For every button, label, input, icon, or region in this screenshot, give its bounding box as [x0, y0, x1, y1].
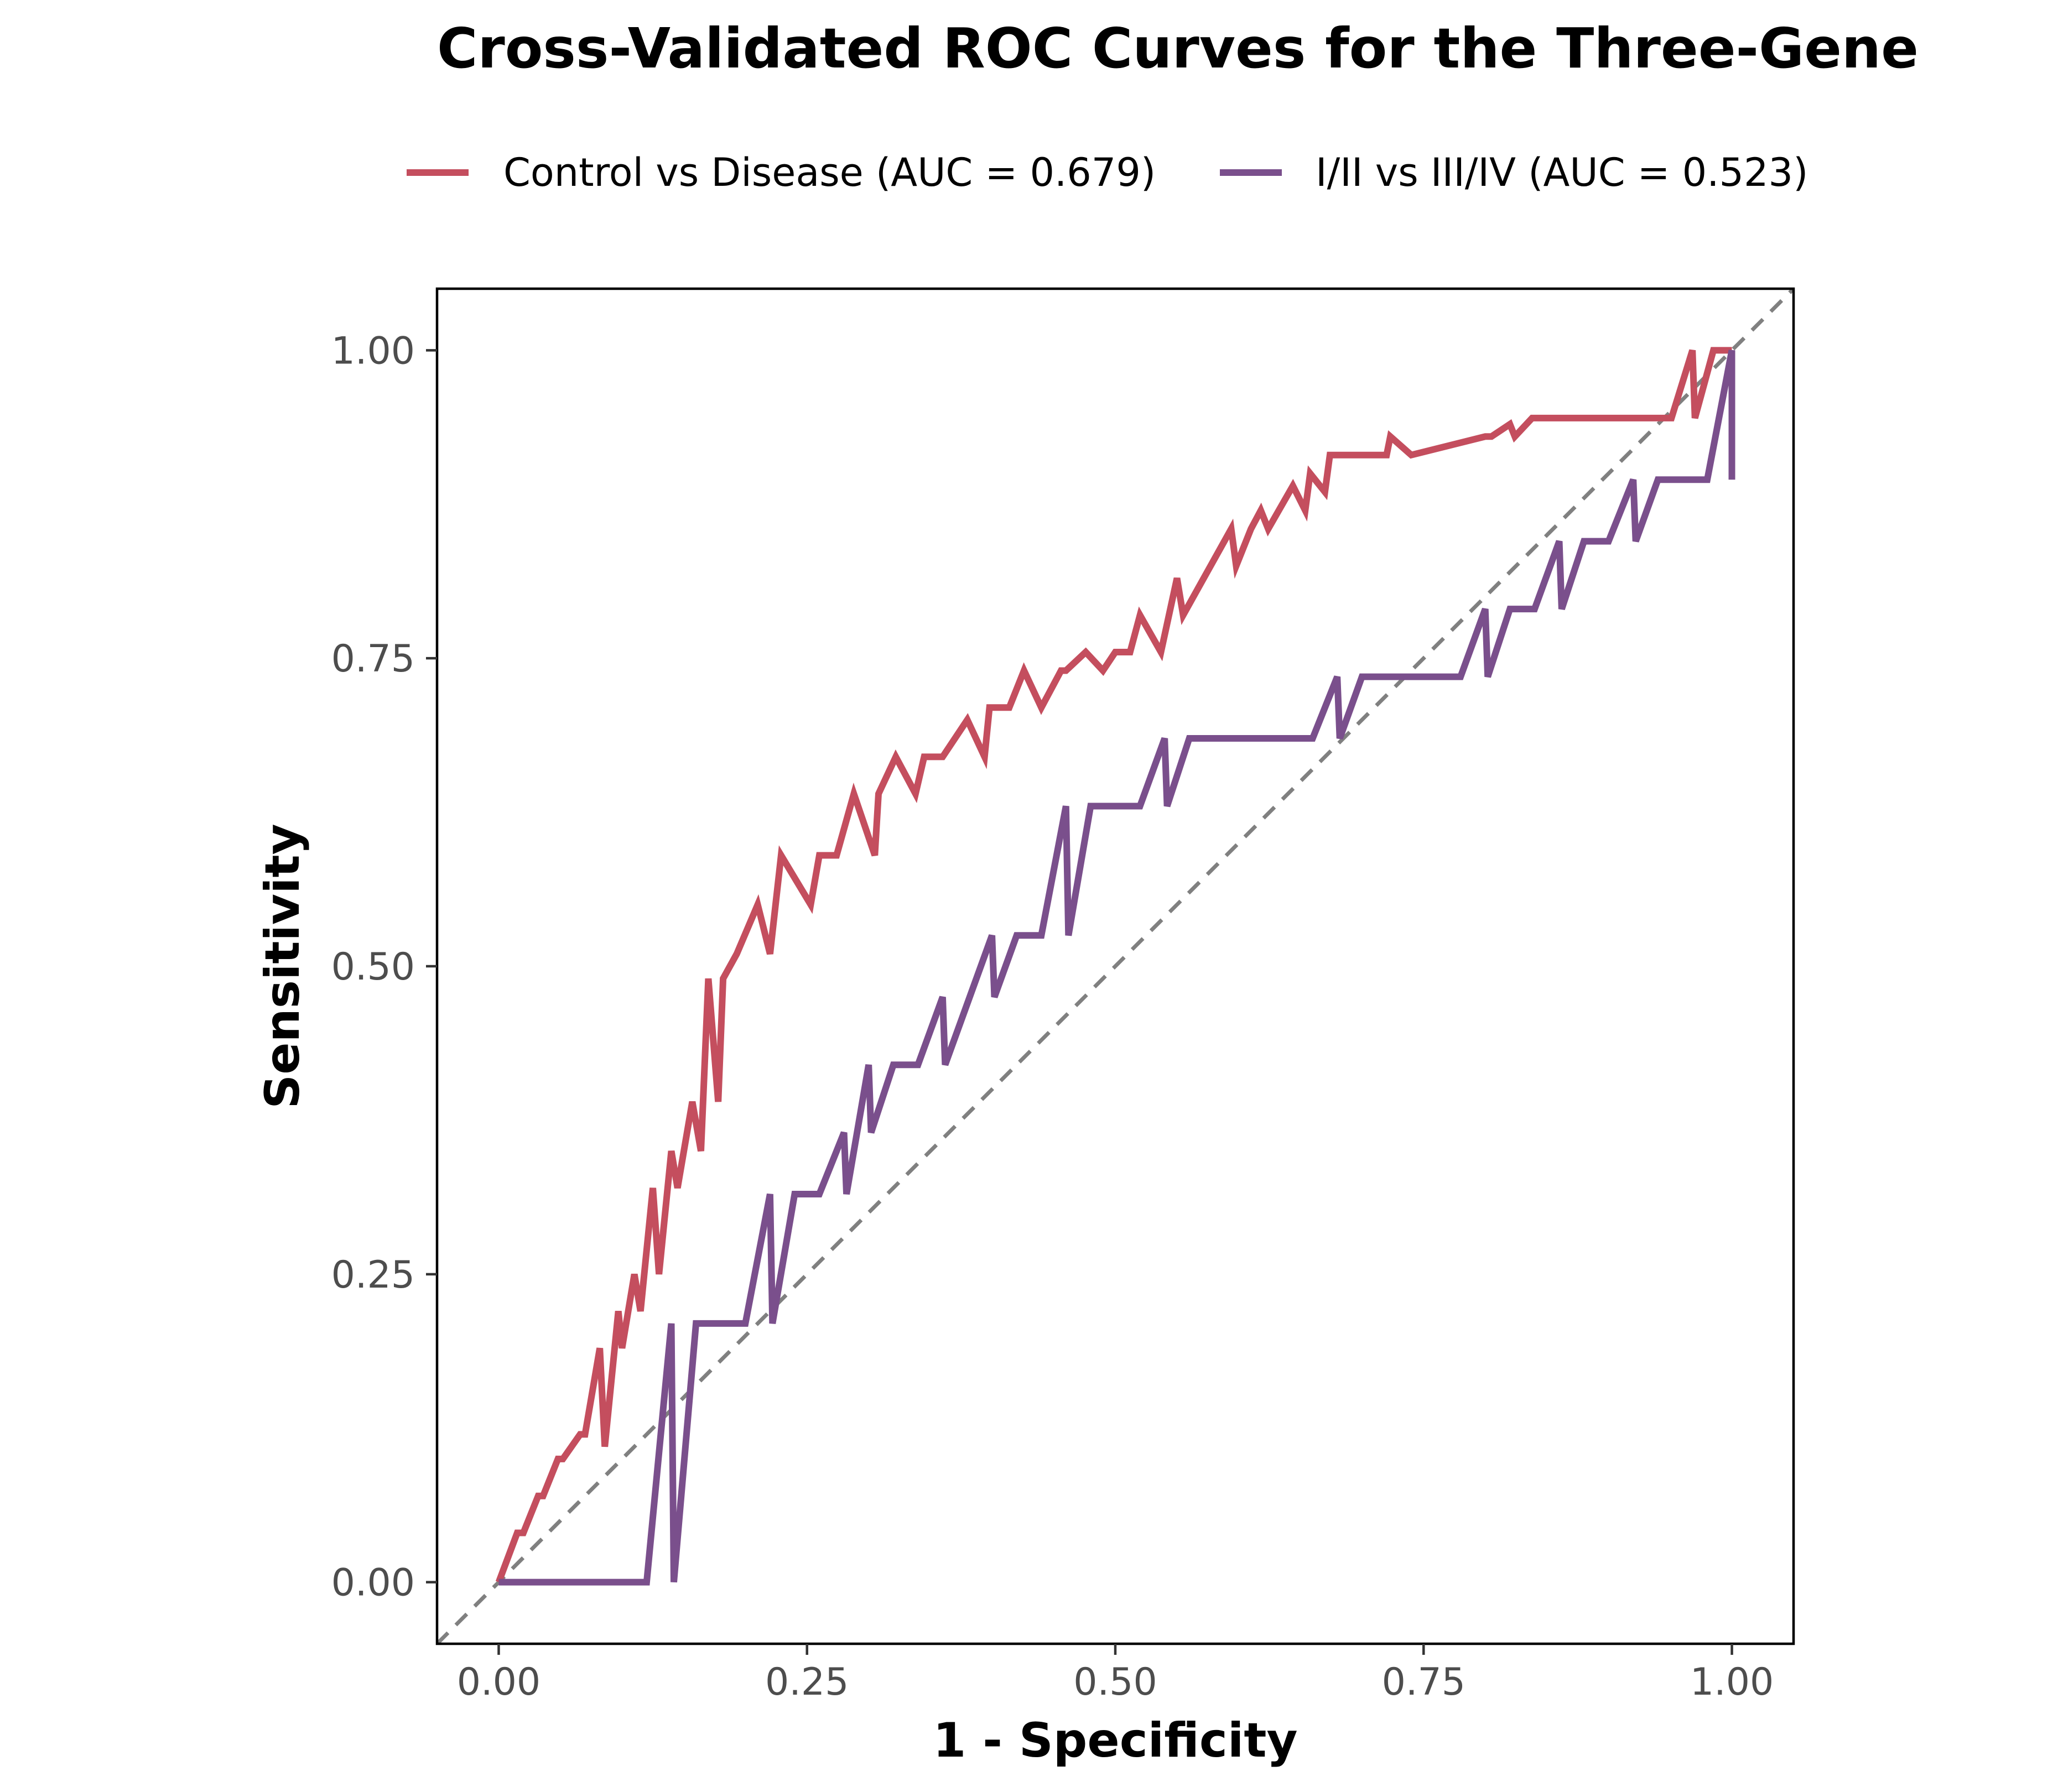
legend: Control vs Disease (AUC = 0.679) I/II vs … — [407, 150, 1808, 195]
x-axis-ticks: 0.00 0.25 0.50 0.75 1.00 — [457, 1644, 1774, 1704]
reference-diagonal-line — [437, 289, 1794, 1644]
y-axis-ticks: 0.00 0.25 0.50 0.75 1.00 — [331, 329, 437, 1605]
x-axis-title: 1 - Specificity — [933, 1713, 1297, 1768]
legend-label-1: Control vs Disease (AUC = 0.679) — [503, 150, 1156, 195]
x-tick-label: 0.00 — [457, 1660, 541, 1704]
series-line-2 — [498, 350, 1735, 1586]
series-line-1 — [495, 347, 1732, 1583]
y-tick-label: 0.00 — [331, 1561, 415, 1605]
x-tick-label: 0.50 — [1073, 1660, 1157, 1704]
x-tick-label: 0.75 — [1382, 1660, 1465, 1704]
chart-title: Cross-Validated ROC Curves for the Three… — [437, 16, 1919, 81]
x-tick-label: 0.25 — [765, 1660, 849, 1704]
legend-label-2: I/II vs III/IV (AUC = 0.523) — [1316, 150, 1808, 195]
y-tick-label: 0.25 — [331, 1253, 415, 1297]
y-tick-label: 0.50 — [331, 945, 415, 989]
series-layer — [495, 347, 1735, 1586]
y-axis-title: Sensitivity — [255, 824, 310, 1108]
y-tick-label: 1.00 — [331, 329, 415, 373]
x-tick-label: 1.00 — [1690, 1660, 1774, 1704]
reference-layer — [437, 289, 1794, 1644]
y-tick-label: 0.75 — [331, 637, 415, 681]
